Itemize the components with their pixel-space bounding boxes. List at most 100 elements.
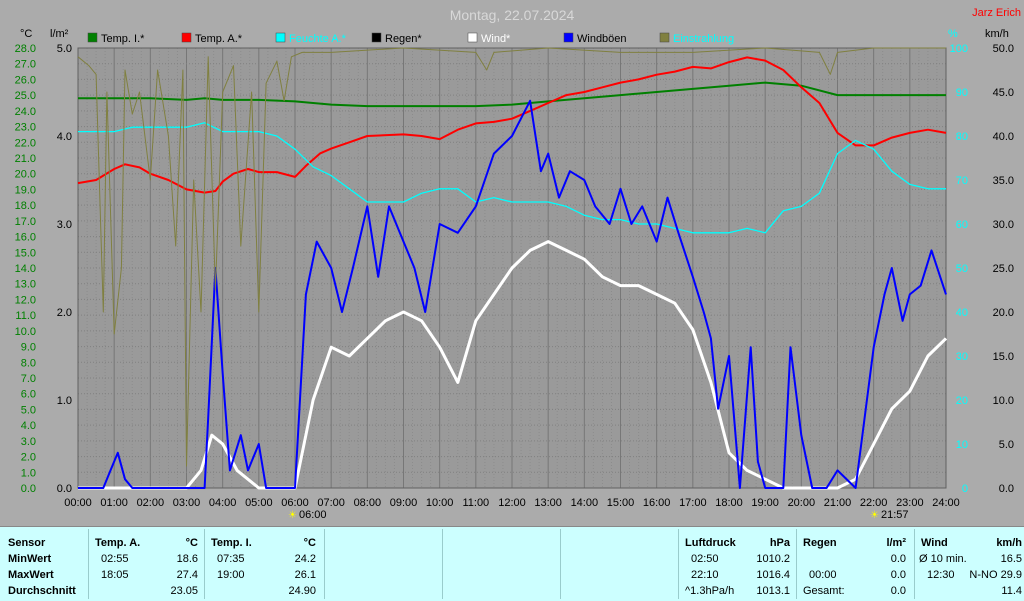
temp-in-title: Temp. I. <box>211 537 252 549</box>
y-kmh-tick-label: 50.0 <box>993 43 1014 55</box>
pressure-max-val: 1016.4 <box>756 569 790 581</box>
x-tick-label: 01:00 <box>100 497 128 509</box>
legend-label: Windböen <box>577 33 627 45</box>
pressure-trend: ^1.3hPa/h <box>685 585 735 597</box>
wind-title: Wind <box>921 537 948 549</box>
rain-title: Regen <box>803 537 837 549</box>
x-tick-label: 14:00 <box>571 497 599 509</box>
y-kmh-tick-label: 20.0 <box>993 307 1014 319</box>
wind-avg2: 11.4 <box>1001 585 1022 597</box>
x-tick-label: 03:00 <box>173 497 201 509</box>
x-tick-label: 23:00 <box>896 497 924 509</box>
y-temp-tick-label: 9.0 <box>21 342 36 354</box>
label-max: MaxWert <box>8 569 54 581</box>
legend-swatch <box>467 32 478 43</box>
legend-label: Temp. I.* <box>101 33 145 45</box>
pressure-unit: hPa <box>769 537 790 549</box>
y-kmh-tick-label: 40.0 <box>993 131 1014 143</box>
y-pct-tick-label: 40 <box>956 307 968 319</box>
legend-swatch <box>181 32 192 43</box>
pressure-min-val: 1010.2 <box>756 553 790 565</box>
pressure-stats: Luftdruck hPa 02:50 1010.2 22:10 1016.4 … <box>678 529 796 599</box>
rain-unit: l/m² <box>886 537 906 549</box>
legend-item: Windböen <box>563 32 627 45</box>
x-tick-label: 13:00 <box>534 497 562 509</box>
y-pct-tick-label: 20 <box>956 395 968 407</box>
series-line-gusts <box>78 99 947 489</box>
y-pct-tick-label: 100 <box>950 43 968 55</box>
x-tick-label: 12:00 <box>498 497 526 509</box>
pressure-max-time: 22:10 <box>691 569 719 581</box>
legend-item: Temp. I.* <box>87 32 145 45</box>
y-kmh-tick-label: 15.0 <box>993 351 1014 363</box>
y-kmh-tick-label: 25.0 <box>993 263 1014 275</box>
x-tick-label: 10:00 <box>426 497 454 509</box>
legend-item: Temp. A.* <box>181 32 243 45</box>
axis-title-celsius: °C <box>20 28 32 40</box>
label-min: MinWert <box>8 553 52 565</box>
legend-label: Temp. A.* <box>195 33 243 45</box>
legend-item: Feuchte A.* <box>275 32 347 45</box>
wind-avg-label: Ø 10 min. <box>919 553 967 565</box>
series-line-temp-out <box>77 56 947 194</box>
y-rain-tick-label: 0.0 <box>57 483 72 495</box>
sunset-marker: ☀ 21:57 <box>870 509 909 521</box>
y-temp-tick-label: 10.0 <box>15 326 36 338</box>
y-kmh-tick-label: 0.0 <box>999 483 1014 495</box>
x-tick-label: 21:00 <box>824 497 852 509</box>
y-temp-tick-label: 5.0 <box>21 404 36 416</box>
y-temp-tick-label: 26.0 <box>15 74 36 86</box>
y-pct-tick-label: 0 <box>962 483 968 495</box>
series-line-temp-in <box>78 81 946 108</box>
x-tick-label: 05:00 <box>245 497 273 509</box>
x-tick-label: 24:00 <box>932 497 960 509</box>
row-labels: Sensor MinWert MaxWert Durchschnitt <box>0 529 88 599</box>
y-temp-tick-label: 6.0 <box>21 389 36 401</box>
rain-stats: Regen l/m² 0.0 00:00 0.0 Gesamt: 0.0 <box>796 529 914 599</box>
y-temp-tick-label: 19.0 <box>15 184 36 196</box>
temp-in-min-val: 24.2 <box>294 553 316 565</box>
temp-in-stats: Temp. I. °C 07:35 24.2 19:00 26.1 24.90 <box>204 529 324 599</box>
y-kmh-tick-label: 30.0 <box>993 219 1014 231</box>
y-temp-tick-label: 27.0 <box>15 59 36 71</box>
y-temp-tick-label: 13.0 <box>15 279 36 291</box>
y-temp-tick-label: 14.0 <box>15 263 36 275</box>
pressure-min-time: 02:50 <box>691 553 719 565</box>
legend-swatch <box>563 32 574 43</box>
wind-max-time: 12:30 <box>927 569 955 581</box>
y-pct-tick-label: 70 <box>956 175 968 187</box>
axis-title-rain: l/m² <box>50 28 69 40</box>
y-temp-tick-label: 25.0 <box>15 90 36 102</box>
rain-total-val: 0.0 <box>890 585 906 597</box>
y-rain-tick-label: 4.0 <box>57 131 72 143</box>
y-temp-tick-label: 8.0 <box>21 357 36 369</box>
legend-swatch <box>371 32 382 43</box>
chart-canvas: 00:00 01:00 02:00 03:00 04:00 05:00 06:00 07:00… <box>15 7 1021 521</box>
y-rain-tick-label: 1.0 <box>57 395 72 407</box>
axis-title-percent: % <box>948 28 958 40</box>
y-temp-tick-label: 23.0 <box>15 122 36 134</box>
series-line-hum-out <box>78 122 946 234</box>
temp-in-min-time: 07:35 <box>217 553 245 565</box>
temp-in-max-time: 19:00 <box>217 569 245 581</box>
wind-unit: km/h <box>996 537 1022 549</box>
x-tick-label: 17:00 <box>679 497 707 509</box>
temp-out-min-val: 18.6 <box>176 553 198 565</box>
temp-in-unit: °C <box>303 537 316 549</box>
x-tick-label: 00:00 <box>64 497 92 509</box>
y-temp-tick-label: 1.0 <box>21 467 36 479</box>
temp-in-avg: 24.90 <box>288 585 316 597</box>
y-pct-tick-label: 30 <box>956 351 968 363</box>
pressure-trend-val: 1013.1 <box>756 585 790 597</box>
x-tick-label: 11:00 <box>462 497 489 509</box>
x-tick-label: 19:00 <box>751 497 779 509</box>
y-temp-tick-label: 28.0 <box>15 43 36 55</box>
y-temp-tick-label: 2.0 <box>21 452 36 464</box>
x-tick-label: 18:00 <box>715 497 743 509</box>
x-tick-label: 02:00 <box>137 497 165 509</box>
temp-out-unit: °C <box>185 537 198 549</box>
y-temp-tick-label: 20.0 <box>15 169 36 181</box>
y-temp-tick-label: 3.0 <box>21 436 36 448</box>
legend-label: Wind* <box>481 33 511 45</box>
y-temp-tick-label: 15.0 <box>15 247 36 259</box>
